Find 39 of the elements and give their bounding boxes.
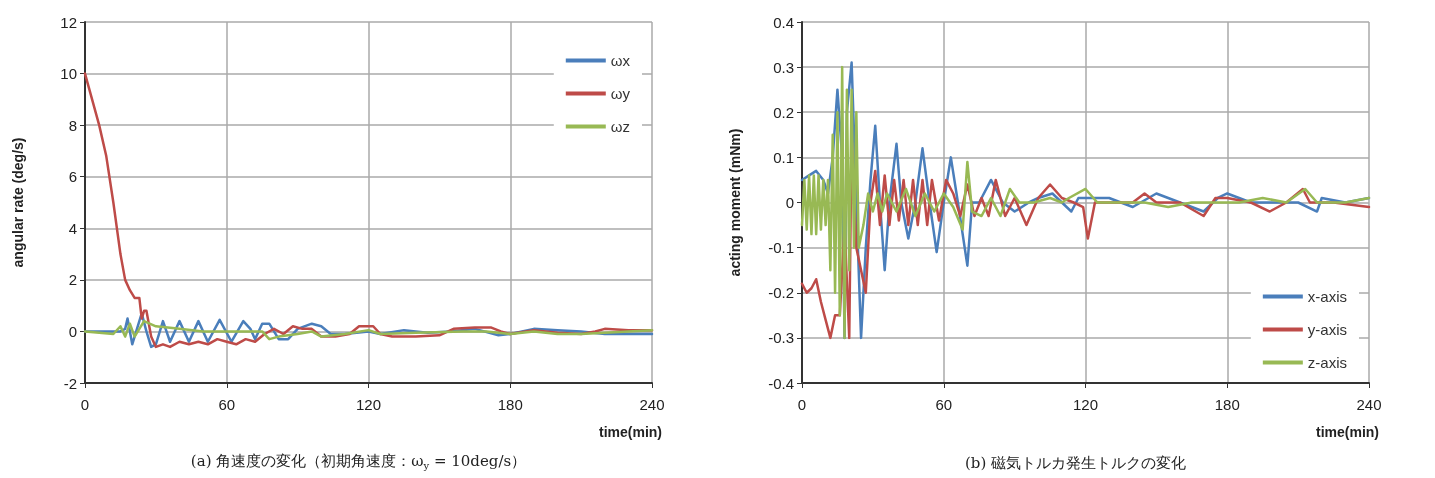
y-tick-label: -0.4 <box>768 374 794 392</box>
line-series <box>83 319 654 341</box>
x-tick-label: 60 <box>218 396 236 413</box>
y-tick-label: 0.3 <box>773 58 794 76</box>
x-tick-label: 120 <box>355 396 382 413</box>
y-tick-label: -0.1 <box>768 239 794 257</box>
x-tick-label: 60 <box>935 396 953 413</box>
y-tick-label: 2 <box>68 271 77 289</box>
y-tick-label: 10 <box>60 65 77 83</box>
y-axis-title: acting moment (mNm) <box>727 128 743 277</box>
y-tick-label: 6 <box>68 168 77 186</box>
y-tick-label: 0.4 <box>773 13 794 31</box>
y-tick-label: 12 <box>60 13 77 31</box>
y-tick-label: -0.2 <box>768 284 794 302</box>
x-tick-label: 240 <box>1356 396 1382 413</box>
y-tick-label: 0.2 <box>773 103 794 121</box>
y-axis-title: angular rate (deg/s) <box>10 137 26 268</box>
x-axis-title: time(min) <box>1316 424 1379 440</box>
x-axis-title: time(min) <box>599 424 662 440</box>
legend-label: y-axis <box>1307 321 1347 338</box>
y-tick-label: -2 <box>63 374 77 392</box>
legend-label: x-axis <box>1307 288 1347 305</box>
legend-label: ωz <box>610 118 631 135</box>
legend-label: z-axis <box>1307 354 1347 371</box>
y-tick-label: 0 <box>68 322 77 340</box>
text: (b) 磁気トルカ発生トルクの変化 <box>964 453 1187 472</box>
x-tick-label: 240 <box>639 396 665 413</box>
y-tick-label: 0.1 <box>773 148 794 166</box>
legend-label: ωx <box>610 52 631 69</box>
y-tick-label: 4 <box>68 219 77 237</box>
y-tick-label: -0.3 <box>768 329 794 347</box>
x-tick-label: 0 <box>797 396 807 413</box>
legend-label: ωy <box>610 85 631 102</box>
x-tick-label: 0 <box>80 396 90 413</box>
x-tick-label: 120 <box>1072 396 1099 413</box>
y-tick-label: 8 <box>68 116 77 134</box>
y-tick-label: 0 <box>785 194 794 211</box>
x-tick-label: 180 <box>1214 396 1240 413</box>
x-tick-label: 180 <box>497 396 523 413</box>
